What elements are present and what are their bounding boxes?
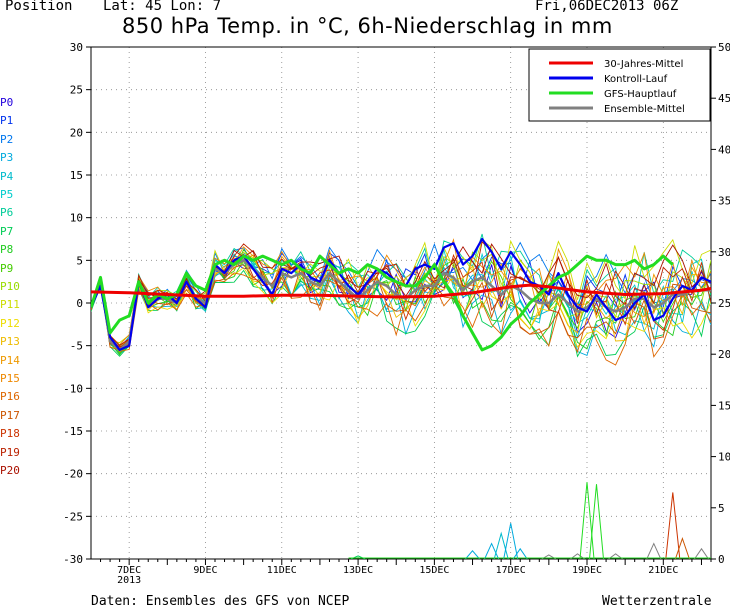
precip-spike xyxy=(608,553,623,559)
member-label-p10: P10 xyxy=(0,280,20,293)
member-label-p9: P9 xyxy=(0,261,14,275)
position-label: Position xyxy=(5,0,73,14)
member-line-p16 xyxy=(91,272,711,366)
member-label-p5: P5 xyxy=(0,188,14,201)
member-line-p6 xyxy=(91,233,711,351)
y2-tick-label: 35 xyxy=(718,195,730,208)
y-tick-label: 20 xyxy=(70,126,83,139)
x-tick-label: 13DEC xyxy=(343,565,373,576)
member-label-p1: P1 xyxy=(0,114,14,128)
precip-spike xyxy=(484,542,500,559)
precip-spike xyxy=(503,523,519,559)
x-tick-label: 11DEC xyxy=(267,565,297,576)
member-line-p19 xyxy=(91,240,711,348)
member-label-p3: P3 xyxy=(0,151,14,165)
y2-tick-label: 40 xyxy=(718,143,730,156)
x-tick-sublabel: 2013 xyxy=(117,575,141,586)
precip-spike xyxy=(512,547,528,559)
member-label-p16: P16 xyxy=(0,390,20,404)
x-tick-label: 19DEC xyxy=(572,565,602,576)
y2-tick-label: 50 xyxy=(718,41,730,54)
member-label-p13: P13 xyxy=(0,335,20,349)
x-tick-label: 7DEC xyxy=(117,565,141,576)
x-tick-label: 21DEC xyxy=(648,565,678,576)
member-line-p10 xyxy=(91,251,711,353)
member-line-p1 xyxy=(91,252,711,350)
y-tick-label: 5 xyxy=(76,254,83,267)
precip-spike xyxy=(694,547,709,559)
legend-label: GFS-Hauptlauf xyxy=(604,89,677,100)
legend-label: Ensemble-Mittel xyxy=(604,104,685,115)
y-tick-label: -10 xyxy=(63,382,83,395)
y-tick-label: 30 xyxy=(70,41,83,54)
member-label-p14: P14 xyxy=(0,353,20,367)
x-tick-label: 15DEC xyxy=(419,565,449,576)
y2-tick-label: 30 xyxy=(718,246,730,259)
x-tick-label: 9DEC xyxy=(193,565,217,576)
location-label: Lat: 45 Lon: 7 xyxy=(103,0,222,14)
y2-tick-label: 45 xyxy=(718,92,730,105)
y2-tick-label: 25 xyxy=(718,297,730,310)
y-tick-label: 25 xyxy=(70,84,83,97)
y-tick-label: -25 xyxy=(63,510,83,523)
member-line-p14 xyxy=(91,246,711,347)
member-line-p18 xyxy=(91,253,711,349)
data-source-label: Daten: Ensembles des GFS von NCEP xyxy=(91,594,350,609)
legend-label: 30-Jahres-Mittel xyxy=(604,59,683,70)
y-tick-label: -5 xyxy=(70,340,83,353)
run-date-label: Fri,06DEC2013 06Z xyxy=(535,0,679,14)
chart-title: 850 hPa Temp. in °C, 6h-Niederschlag in … xyxy=(122,14,613,38)
member-label-p4: P4 xyxy=(0,169,14,183)
precip-spike xyxy=(665,492,681,559)
precip-spike xyxy=(570,553,585,559)
precip-spike xyxy=(646,542,662,559)
member-line-p11 xyxy=(91,238,711,344)
member-label-p8: P8 xyxy=(0,243,14,257)
precip-spike xyxy=(465,550,480,559)
y2-tick-label: 15 xyxy=(718,399,730,412)
legend-label: Kontroll-Lauf xyxy=(604,74,668,85)
gfs-main-run-line xyxy=(91,254,674,352)
y-tick-label: -20 xyxy=(63,468,83,481)
y-tick-label: 15 xyxy=(70,169,83,182)
member-label-p0: P0 xyxy=(0,96,14,109)
x-tick-label: 17DEC xyxy=(496,565,526,576)
member-label-p12: P12 xyxy=(0,316,20,330)
member-label-p11: P11 xyxy=(0,298,20,312)
member-line-p17 xyxy=(91,264,711,351)
y-tick-label: -15 xyxy=(63,425,83,438)
member-label-p15: P15 xyxy=(0,372,20,385)
member-label-p2: P2 xyxy=(0,132,14,146)
climatology-line xyxy=(91,283,711,299)
brand-label: Wetterzentrale xyxy=(602,594,712,609)
y-tick-label: 10 xyxy=(70,212,83,225)
y2-tick-label: 10 xyxy=(718,451,730,464)
member-label-p6: P6 xyxy=(0,206,14,220)
y2-tick-label: 20 xyxy=(718,348,730,361)
y2-tick-label: 0 xyxy=(718,553,725,566)
member-label-p19: P19 xyxy=(0,445,20,459)
member-label-p18: P18 xyxy=(0,427,20,441)
precip-spike xyxy=(589,484,604,559)
plot-area xyxy=(91,233,711,559)
member-label-p7: P7 xyxy=(0,224,14,238)
member-label-p17: P17 xyxy=(0,408,20,422)
member-label-p20: P20 xyxy=(0,464,20,477)
precip-spike xyxy=(674,536,690,559)
y2-tick-label: 5 xyxy=(718,502,725,515)
y-tick-label: 0 xyxy=(76,297,83,310)
y-tick-label: -30 xyxy=(63,553,83,566)
